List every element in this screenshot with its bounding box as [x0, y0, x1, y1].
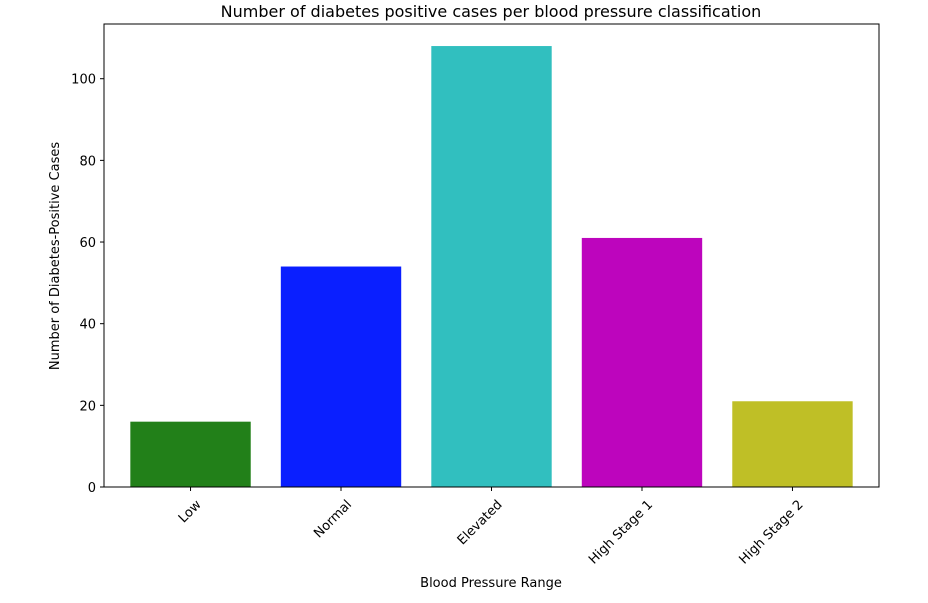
- x-tick-label: High Stage 1: [586, 497, 656, 567]
- x-tick-label: Low: [176, 497, 205, 526]
- x-tick-label: High Stage 2: [737, 497, 807, 567]
- bars-layer: [130, 46, 853, 488]
- bar-normal: [280, 266, 402, 487]
- y-tick-label: 40: [79, 318, 96, 333]
- y-tick-label: 0: [88, 481, 96, 496]
- y-tick-label: 20: [79, 399, 96, 414]
- x-tick-label: Elevated: [455, 497, 506, 548]
- bar-high-stage-1: [581, 237, 703, 487]
- bar-elevated: [431, 46, 552, 488]
- y-tick-label: 80: [79, 154, 96, 169]
- y-axis-label: Number of Diabetes-Positive Cases: [48, 142, 63, 370]
- bar-low: [130, 421, 251, 487]
- chart-title: Number of diabetes positive cases per bl…: [221, 2, 762, 21]
- x-axis-label: Blood Pressure Range: [420, 576, 562, 591]
- y-tick-label: 60: [79, 236, 96, 251]
- x-axis: Low Normal Elevated High Stage 1 High Stage …: [176, 487, 807, 567]
- bar-high-stage-2: [732, 401, 853, 487]
- x-tick-label: Normal: [311, 497, 355, 541]
- y-axis: 0 20 40 60 80 100: [71, 73, 104, 496]
- y-tick-label: 100: [71, 73, 96, 88]
